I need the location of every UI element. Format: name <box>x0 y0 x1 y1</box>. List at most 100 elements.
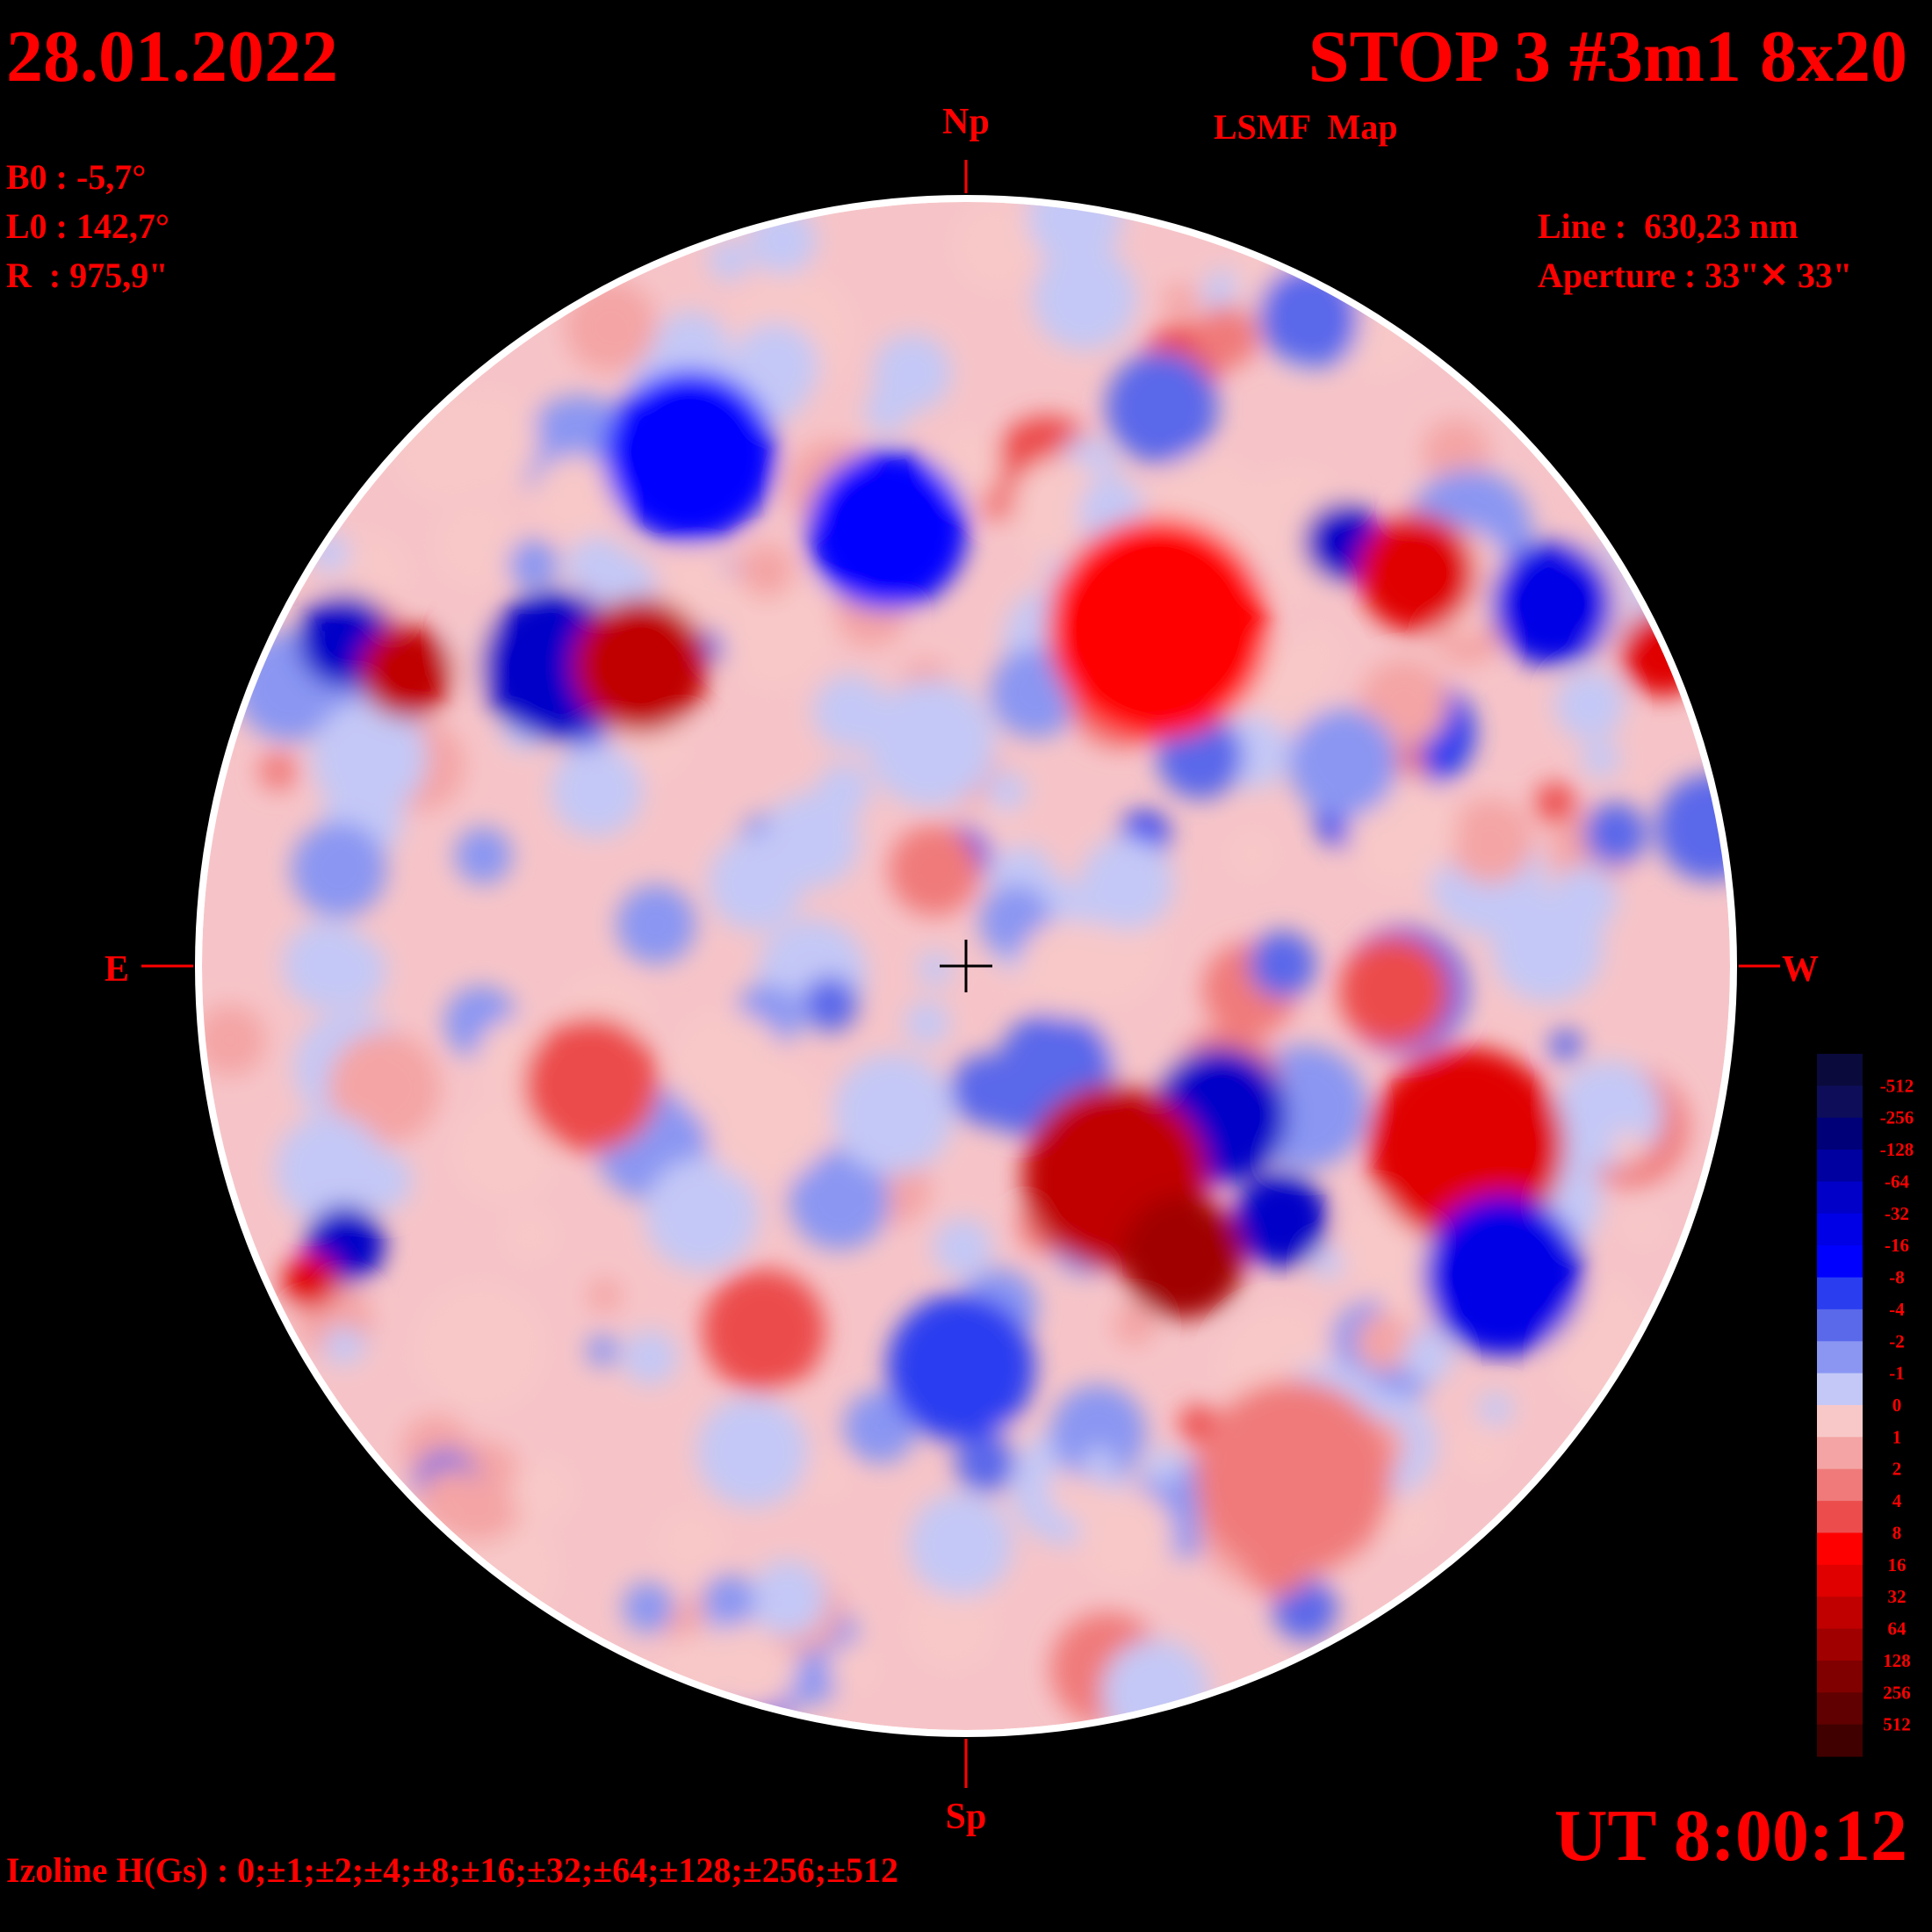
active-region <box>283 1254 338 1308</box>
active-region <box>1423 1194 1583 1356</box>
colorbar-label: 4 <box>1892 1490 1902 1511</box>
active-region <box>1358 514 1476 632</box>
colorbar-label: 128 <box>1883 1650 1911 1671</box>
colorbar-label: 16 <box>1888 1554 1907 1575</box>
field-patch <box>454 1099 557 1201</box>
active-region <box>1047 517 1270 739</box>
colorbar-label: -16 <box>1885 1235 1909 1256</box>
colorbar-swatch <box>1817 1660 1863 1693</box>
field-patch <box>933 1218 992 1278</box>
instrument: Aperture : 33"✕ 33" <box>1538 256 1852 295</box>
field-patch <box>1080 836 1174 931</box>
field-patch <box>1456 1424 1505 1474</box>
field-patch <box>799 1189 856 1245</box>
field-patch <box>1295 630 1340 675</box>
field-patch <box>1027 202 1123 266</box>
north-label: Np <box>942 102 990 142</box>
colorbar-label: -1 <box>1889 1363 1905 1384</box>
colorbar-label: 1 <box>1892 1426 1902 1447</box>
active-region <box>702 1269 826 1393</box>
field-patch <box>1249 931 1316 998</box>
colorbar-label: 0 <box>1892 1395 1902 1416</box>
field-patch <box>1018 919 1118 1019</box>
colorbar-label: -32 <box>1885 1203 1909 1224</box>
field-patch <box>807 928 849 971</box>
field-patch <box>955 203 1040 288</box>
field-patch <box>283 920 372 1010</box>
field-patch <box>1145 1447 1182 1484</box>
field-patch <box>955 1432 1015 1493</box>
colorbar-swatch <box>1817 1245 1863 1279</box>
field-patch <box>1582 739 1620 778</box>
colorbar-label: -2 <box>1889 1330 1905 1352</box>
field-patch <box>808 1457 847 1496</box>
colorbar-label: 2 <box>1892 1459 1902 1480</box>
colorbar-swatch <box>1817 1532 1863 1566</box>
colorbar-swatch <box>1817 1054 1863 1086</box>
colorbar-label: -64 <box>1885 1171 1909 1192</box>
field-patch <box>1535 782 1576 824</box>
active-region <box>1490 542 1614 666</box>
field-patch <box>202 1005 266 1077</box>
field-patch <box>1549 1028 1582 1062</box>
active-region <box>603 369 776 543</box>
south-label: Sp <box>946 1797 987 1837</box>
date: 28.01.2022 <box>6 16 338 97</box>
field-patch <box>1163 283 1199 320</box>
colorbar-swatch <box>1817 1564 1863 1597</box>
active-region <box>1367 1047 1565 1245</box>
active-region <box>523 1016 660 1152</box>
subtitle: LSMF Map <box>1214 107 1398 147</box>
field-patch <box>1113 1303 1156 1346</box>
colorbar-swatch <box>1817 1213 1863 1246</box>
field-patch <box>910 1585 993 1669</box>
field-patch <box>1447 798 1534 884</box>
field-patch <box>1623 1208 1662 1245</box>
field-patch <box>917 951 953 987</box>
active-region <box>1121 1194 1245 1319</box>
colorbar: -512 -256 -128 -64 -32 -16 -8 -4 -2 -1 0 1 2 4 8 16 32 64… <box>1817 1054 1914 1757</box>
field-patch <box>980 487 1017 523</box>
instrument: Line : 630,23 nm <box>1538 206 1799 246</box>
field-patch <box>802 976 859 1032</box>
center-cross <box>940 940 992 992</box>
colorbar-label: -256 <box>1880 1107 1914 1128</box>
field-patch <box>1593 1280 1630 1316</box>
field-patch <box>588 1279 622 1313</box>
isolines: Izoline H(Gs) : 0;±1;±2;±4;±8;±16;±32;±6… <box>6 1850 898 1890</box>
active-region <box>806 450 968 610</box>
active-region <box>359 624 454 718</box>
colorbar-label: -128 <box>1880 1139 1914 1160</box>
field-patch <box>873 334 951 413</box>
colorbar-label: 64 <box>1888 1618 1907 1640</box>
field-patch <box>672 1011 788 1127</box>
field-patch <box>1288 708 1399 818</box>
field-patch <box>1106 351 1218 464</box>
field-patch <box>1478 1392 1513 1426</box>
field-patch <box>443 393 539 489</box>
field-patch <box>1101 1639 1210 1730</box>
colorbar-swatch <box>1817 1597 1863 1630</box>
field-patch <box>1555 1060 1663 1168</box>
field-patch <box>731 322 819 411</box>
field-patch <box>418 1285 544 1410</box>
field-patch <box>532 454 618 540</box>
field-patch <box>258 751 298 791</box>
field-patch <box>1049 1384 1147 1481</box>
field-patch <box>1338 936 1450 1047</box>
field-patch <box>1611 1130 1646 1164</box>
field-patch <box>867 679 995 808</box>
active-region <box>1194 1380 1393 1577</box>
field-patch <box>827 1643 876 1691</box>
field-patch <box>623 1582 674 1633</box>
colorbar-swatch <box>1817 1405 1863 1438</box>
field-patch <box>1312 1247 1344 1280</box>
field-patch <box>696 1395 808 1508</box>
colorbar-swatch <box>1817 1628 1863 1662</box>
field-patch <box>350 1150 412 1212</box>
field-patch <box>1492 891 1604 1003</box>
field-patch <box>436 503 517 585</box>
field-patch <box>551 745 643 837</box>
colorbar-label: 32 <box>1888 1586 1907 1607</box>
